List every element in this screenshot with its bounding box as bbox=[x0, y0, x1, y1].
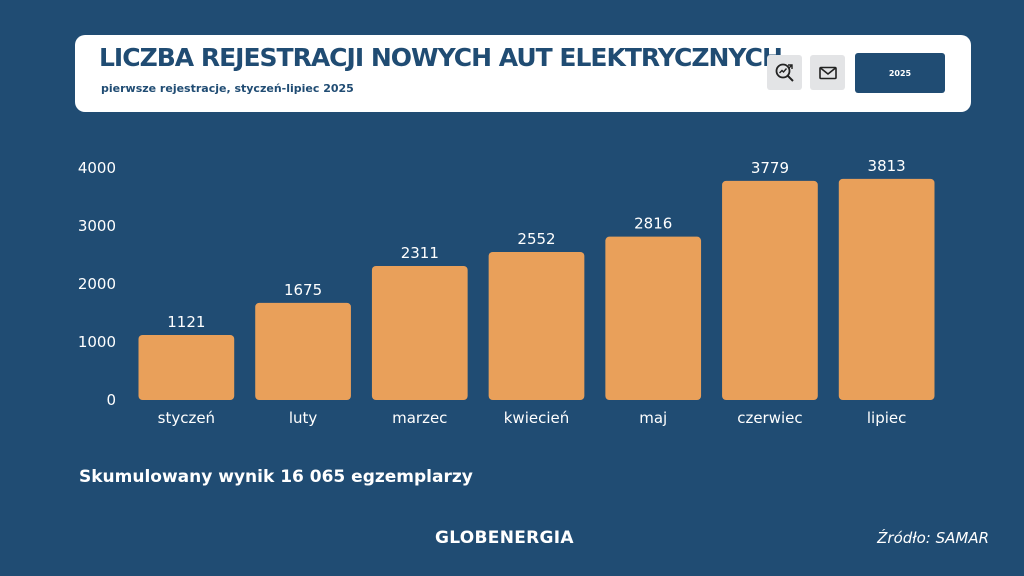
source-note: Źródło: SAMAR bbox=[877, 529, 989, 547]
data-label: 3779 bbox=[751, 159, 789, 177]
data-label: 1675 bbox=[284, 281, 322, 299]
data-label: 2816 bbox=[634, 215, 672, 233]
search-chart-button[interactable] bbox=[767, 55, 802, 90]
y-tick-label: 2000 bbox=[78, 275, 116, 293]
y-tick-label: 3000 bbox=[78, 217, 116, 235]
x-tick-label: kwiecień bbox=[504, 409, 570, 427]
data-label: 1121 bbox=[167, 313, 205, 331]
bar bbox=[255, 302, 351, 400]
bar bbox=[838, 178, 935, 400]
chart-subtitle: pierwsze rejestracje, styczeń-lipiec 202… bbox=[101, 82, 354, 95]
bar bbox=[488, 251, 585, 400]
x-tick-label: marzec bbox=[392, 409, 447, 427]
header-card: LICZBA REJESTRACJI NOWYCH AUT ELEKTRYCZN… bbox=[75, 35, 971, 112]
y-tick-label: 1000 bbox=[78, 333, 116, 351]
x-tick-label: lipiec bbox=[867, 409, 907, 427]
data-label: 2552 bbox=[517, 230, 555, 248]
mail-button[interactable] bbox=[810, 55, 845, 90]
x-tick-label: luty bbox=[289, 409, 318, 427]
x-tick-label: maj bbox=[639, 409, 667, 427]
bar bbox=[605, 236, 702, 400]
year-button[interactable]: 2025 bbox=[855, 53, 945, 93]
x-tick-label: czerwiec bbox=[737, 409, 802, 427]
y-tick-label: 0 bbox=[106, 391, 116, 409]
data-label: 2311 bbox=[401, 244, 439, 262]
bar bbox=[371, 265, 468, 400]
bar bbox=[138, 334, 235, 400]
summary-text: Skumulowany wynik 16 065 egzemplarzy bbox=[79, 467, 473, 487]
globenergia-logo: GLOBENERGIA bbox=[435, 528, 574, 548]
data-label: 3813 bbox=[868, 157, 906, 175]
search-chart-icon bbox=[775, 63, 794, 82]
y-tick-label: 4000 bbox=[78, 159, 116, 177]
chart-title: LICZBA REJESTRACJI NOWYCH AUT ELEKTRYCZN… bbox=[99, 43, 783, 72]
mail-icon bbox=[818, 66, 837, 79]
x-tick-label: styczeń bbox=[158, 409, 215, 427]
bar bbox=[722, 180, 818, 400]
